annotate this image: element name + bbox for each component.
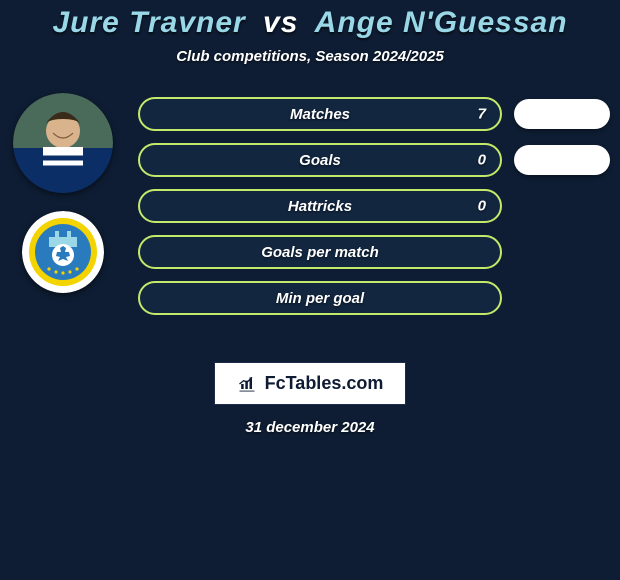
footer: FcTables.com 31 december 2024 <box>0 362 620 436</box>
stat-rows: Matches 7 Goals 0 Hattricks 0 Goals per match M… <box>138 97 610 315</box>
stat-label: Goals <box>299 152 341 169</box>
chart-icon <box>237 374 257 394</box>
date-text: 31 december 2024 <box>245 419 374 436</box>
player-avatar <box>13 93 113 193</box>
page-title: Jure Travner vs Ange N'Guessan <box>0 6 620 40</box>
stat-pill: Goals 0 <box>138 143 502 177</box>
player-avatar-svg <box>13 93 113 193</box>
stat-label: Min per goal <box>276 290 364 307</box>
stat-row: Goals per match <box>138 235 610 269</box>
comparison-card: Jure Travner vs Ange N'Guessan Club comp… <box>0 0 620 580</box>
club-logo-svg <box>22 211 104 293</box>
title-vs: vs <box>263 6 298 39</box>
stat-value-left: 0 <box>478 152 486 169</box>
club-logo <box>22 211 104 293</box>
avatar-column <box>8 93 118 293</box>
stat-pill: Hattricks 0 <box>138 189 502 223</box>
stat-value-left: 0 <box>478 198 486 215</box>
content-area: Matches 7 Goals 0 Hattricks 0 Goals per match M… <box>0 91 620 371</box>
stat-label: Matches <box>290 106 350 123</box>
stat-bubble-right <box>514 99 610 129</box>
brand-badge: FcTables.com <box>214 362 407 405</box>
stat-row: Hattricks 0 <box>138 189 610 223</box>
stat-pill: Min per goal <box>138 281 502 315</box>
brand-text: FcTables.com <box>265 373 384 394</box>
title-player2: Ange N'Guessan <box>315 6 568 39</box>
subtitle: Club competitions, Season 2024/2025 <box>0 48 620 65</box>
stat-row: Goals 0 <box>138 143 610 177</box>
title-player1: Jure Travner <box>52 6 245 39</box>
stat-row: Min per goal <box>138 281 610 315</box>
stat-label: Goals per match <box>261 244 379 261</box>
stat-pill: Goals per match <box>138 235 502 269</box>
stat-value-left: 7 <box>478 106 486 123</box>
stat-label: Hattricks <box>288 198 352 215</box>
stat-row: Matches 7 <box>138 97 610 131</box>
stat-bubble-right <box>514 145 610 175</box>
stat-pill: Matches 7 <box>138 97 502 131</box>
